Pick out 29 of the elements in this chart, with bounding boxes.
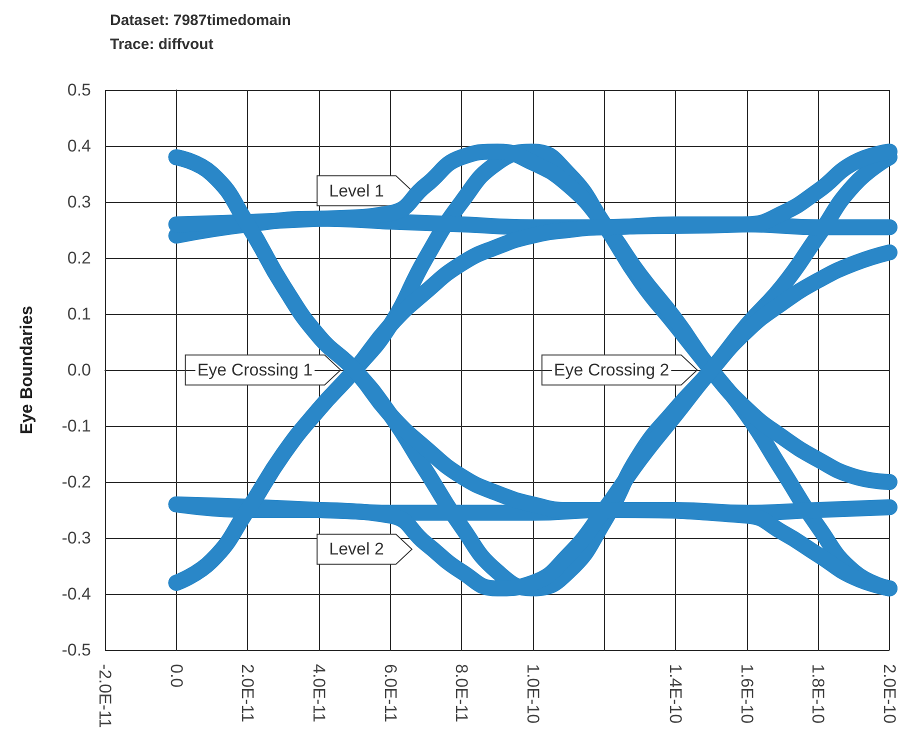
y-tick-label: 0.1 — [67, 304, 91, 324]
x-tick-label: 8.0E-11 — [452, 664, 472, 722]
y-tick-label: -0.1 — [62, 416, 91, 436]
y-tick-label: 0.4 — [67, 136, 91, 156]
x-tick-label: 1.4E-10 — [666, 664, 686, 724]
y-tick-label: -0.3 — [62, 528, 91, 548]
x-tick-label: 1.8E-10 — [808, 664, 828, 724]
chart-subtitle: Trace: diffvout — [110, 36, 214, 53]
y-tick-label: -0.5 — [62, 640, 91, 660]
chart-title: Dataset: 7987timedomain — [110, 12, 291, 29]
y-tick-label: 0.5 — [67, 80, 91, 100]
annotation: Eye Crossing 2 — [554, 360, 670, 380]
x-tick-label: 0.0 — [166, 664, 186, 688]
annotation: Eye Crossing 1 — [197, 360, 313, 380]
annotation: Level 2 — [329, 540, 384, 559]
y-tick-label: 0.3 — [67, 192, 91, 212]
x-tick-label: 1.0E-10 — [523, 664, 542, 724]
y-tick-label: -0.2 — [62, 472, 91, 492]
y-tick-label: -0.4 — [62, 584, 91, 604]
y-tick-label: 0.2 — [67, 248, 91, 268]
y-axis-title: Eye Boundaries — [17, 306, 36, 434]
x-tick-label: -2.0E-11 — [96, 664, 114, 728]
x-tick-label: 6.0E-11 — [380, 664, 400, 722]
x-tick-label: 2.0E-10 — [880, 664, 899, 724]
y-tick-label: 0.0 — [67, 360, 91, 380]
annotation: Level 1 — [329, 181, 384, 200]
x-tick-label: 4.0E-11 — [309, 664, 328, 722]
x-tick-label: 2.0E-11 — [238, 664, 258, 722]
x-tick-label: 1.6E-10 — [737, 664, 756, 724]
